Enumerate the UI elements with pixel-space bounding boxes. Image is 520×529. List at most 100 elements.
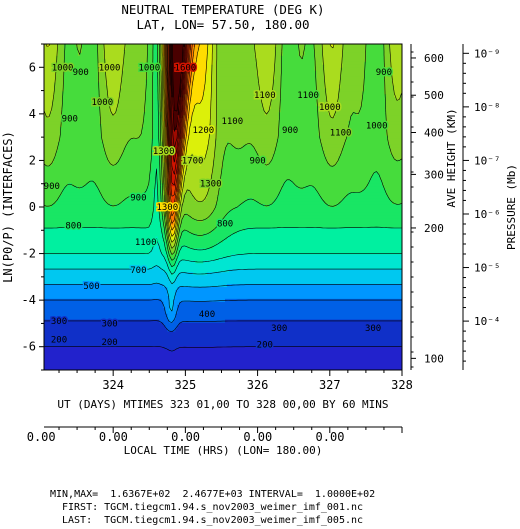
fill-cell — [215, 153, 224, 158]
fill-cell — [364, 88, 385, 93]
fill-cell — [159, 112, 162, 116]
fill-cell — [157, 183, 162, 187]
fill-cell — [183, 177, 212, 181]
fill-cell — [143, 115, 154, 119]
contour-line — [44, 44, 402, 261]
fill-cell — [123, 55, 149, 60]
fill-cell — [157, 97, 160, 101]
fill-cell — [44, 132, 61, 137]
fill-cell — [157, 236, 164, 241]
fill-cell — [183, 129, 186, 134]
fill-cell — [338, 159, 402, 164]
fill-cell — [242, 144, 254, 149]
fill-cell — [169, 189, 178, 193]
fill-cell — [195, 67, 208, 72]
fill-cell — [44, 313, 168, 318]
fill-cell — [159, 209, 162, 214]
fill-cell — [173, 251, 178, 256]
fill-cell — [153, 49, 158, 54]
fill-cell — [51, 100, 63, 104]
fill-cell — [350, 118, 387, 122]
fill-cell — [97, 73, 107, 78]
fill-cell — [205, 153, 216, 158]
fill-cell — [161, 168, 164, 173]
fill-cell — [280, 64, 316, 69]
fill-cell — [207, 195, 218, 199]
fill-cell — [101, 126, 143, 131]
fill-cell — [97, 70, 107, 75]
fill-cell — [181, 212, 186, 217]
fill-cell — [348, 121, 387, 125]
fill-cell — [157, 73, 160, 78]
height-axis-label: AVE HEIGHT (KM) — [445, 108, 458, 207]
contour-line — [44, 299, 402, 323]
fill-cell — [364, 67, 385, 72]
fill-cell — [223, 165, 402, 170]
fill-cell — [165, 248, 168, 253]
fill-cell — [209, 126, 218, 131]
stats-line: MIN,MAX= 1.6367E+02 2.4677E+03 INTERVAL=… — [50, 489, 375, 500]
fill-cell — [177, 230, 180, 235]
fill-cell — [103, 147, 125, 152]
fill-cell — [187, 103, 190, 107]
fill-cell — [260, 94, 274, 98]
fill-cell — [185, 150, 208, 155]
fill-cell — [161, 115, 164, 119]
fill-cell — [169, 198, 172, 202]
fill-cell — [207, 70, 212, 75]
fill-cell — [157, 171, 160, 175]
fill-cell — [209, 183, 220, 187]
fill-cell — [193, 109, 212, 113]
fill-cell — [157, 55, 160, 60]
fill-cell — [115, 112, 145, 116]
fill-cell — [380, 177, 402, 181]
contour-label: 900 — [249, 156, 265, 166]
fill-cell — [201, 162, 214, 167]
fill-cell — [217, 88, 260, 93]
fill-cell — [185, 97, 190, 101]
fill-cell — [169, 221, 172, 226]
fill-cell — [185, 112, 188, 116]
fill-cell — [44, 248, 152, 253]
fill-cell — [155, 183, 158, 187]
contour-label: 800 — [217, 219, 233, 229]
fill-cell — [57, 141, 105, 146]
fill-cell — [161, 230, 166, 235]
fill-cell — [163, 212, 166, 217]
fill-cell — [167, 189, 170, 193]
fill-cell — [300, 55, 304, 60]
height-tick-label: 300 — [424, 168, 444, 181]
fill-cell — [195, 64, 208, 69]
fill-cell — [366, 44, 385, 48]
fill-cell — [63, 44, 77, 48]
fill-cell — [205, 82, 212, 87]
fill-cell — [61, 124, 103, 128]
fill-cell — [44, 79, 57, 84]
fill-cell — [191, 44, 196, 48]
fill-cell — [209, 135, 218, 140]
fill-cell — [183, 156, 186, 161]
fill-cell — [213, 171, 222, 175]
fill-cell — [185, 174, 212, 178]
fill-cell — [324, 76, 341, 81]
fill-cell — [187, 49, 190, 54]
fill-cell — [44, 103, 53, 107]
fill-cell — [364, 73, 385, 78]
fill-cell — [163, 121, 166, 125]
fill-cell — [374, 171, 379, 175]
fill-cell — [326, 156, 339, 161]
fill-cell — [280, 109, 320, 113]
fill-cell — [276, 144, 324, 149]
contour-label: 300 — [51, 317, 67, 327]
fill-cell — [219, 192, 280, 196]
fill-cell — [163, 254, 168, 258]
fill-cell — [44, 212, 154, 217]
fill-cell — [157, 88, 160, 93]
contour-line — [164, 44, 195, 224]
fill-cell — [278, 132, 320, 137]
fill-cell — [169, 236, 176, 241]
local-time-tick-label: 0.00 — [99, 430, 128, 444]
contour-label: 300 — [365, 324, 381, 334]
fill-cell — [280, 73, 318, 78]
